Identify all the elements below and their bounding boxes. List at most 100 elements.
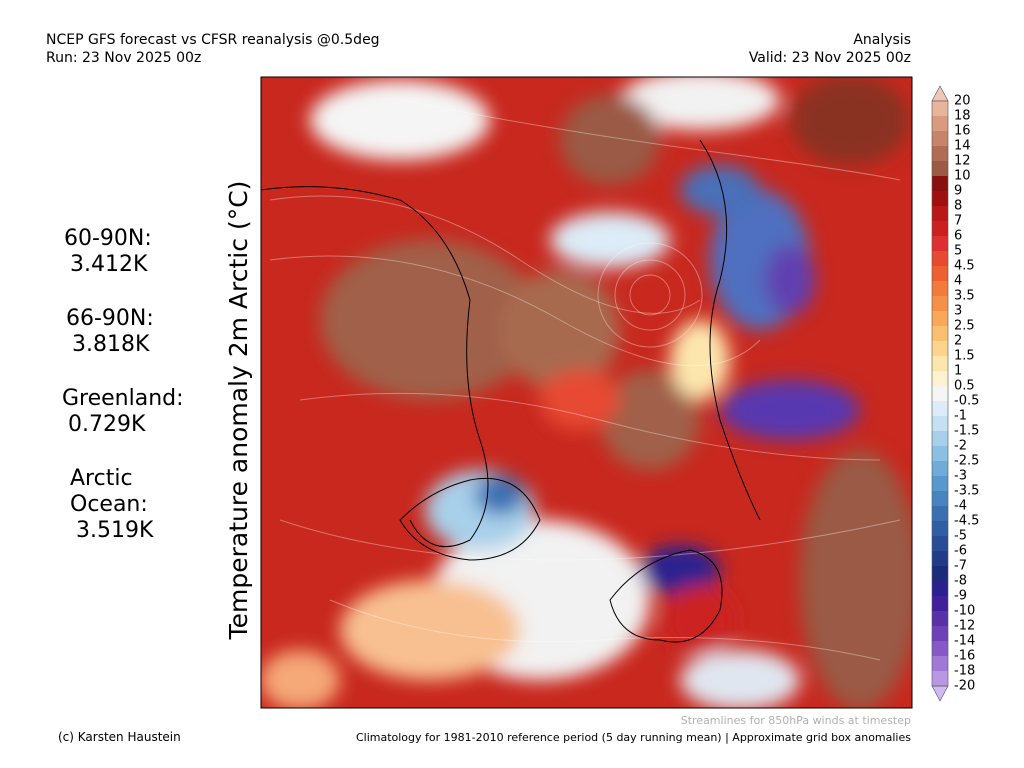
- colorbar-label: -14: [954, 634, 975, 649]
- stat-label: 66-90N:: [66, 306, 154, 331]
- colorbar-label: 0.5: [954, 379, 975, 394]
- colorbar-label: -2.5: [954, 454, 979, 469]
- valid: Valid: 23 Nov 2025 00z: [749, 50, 911, 66]
- stat-value: 3.519K: [76, 518, 154, 543]
- colorbar-label: 18: [954, 109, 971, 124]
- colorbar-band: [932, 386, 948, 401]
- title: NCEP GFS forecast vs CFSR reanalysis @0.…: [46, 32, 380, 48]
- colorbar-label: -5: [954, 529, 967, 544]
- colorbar-label: 3: [954, 304, 962, 319]
- colorbar-band: [932, 401, 948, 416]
- colorbar-label: 2: [954, 334, 962, 349]
- colorbar-band: [932, 311, 948, 326]
- colorbar-label: 3.5: [954, 289, 975, 304]
- colorbar-band: [932, 536, 948, 551]
- colorbar-band: [932, 251, 948, 266]
- colorbar-label: -9: [954, 589, 967, 604]
- stat-block: Greenland: 0.729K: [62, 386, 184, 438]
- colorbar-label: 9: [954, 184, 962, 199]
- colorbar-label: 12: [954, 154, 971, 169]
- colorbar-band: [932, 446, 948, 461]
- stat-block: Arctic Ocean: 3.519K: [70, 466, 153, 544]
- colorbar-band: [932, 461, 948, 476]
- colorbar-label: -7: [954, 559, 967, 574]
- colorbar-band: [932, 641, 948, 656]
- colorbar-label: 2.5: [954, 319, 975, 334]
- colorbar-band: [932, 101, 948, 116]
- colorbar-label: 5: [954, 244, 962, 259]
- stat-label: 60-90N:: [64, 226, 152, 251]
- colorbar-label: 6: [954, 229, 962, 244]
- colorbar-band: [932, 326, 948, 341]
- colorbar-label: -6: [954, 544, 967, 559]
- colorbar-band: [932, 626, 948, 641]
- stat-block: 66-90N: 3.818K: [66, 306, 154, 358]
- colorbar-label: 1: [954, 364, 962, 379]
- analysis: Analysis: [853, 32, 911, 48]
- colorbar-band: [932, 131, 948, 146]
- stat-label: Greenland:: [62, 386, 184, 411]
- colorbar-label: 16: [954, 124, 971, 139]
- colorbar-band: [932, 116, 948, 131]
- colorbar-label: 4.5: [954, 259, 975, 274]
- colorbar-label: 4: [954, 274, 962, 289]
- stat-label: Ocean:: [70, 492, 148, 517]
- colorbar-band: [932, 176, 948, 191]
- credit: (c) Karsten Haustein: [58, 730, 181, 744]
- colorbar-label: -3: [954, 469, 967, 484]
- colorbar-label: 20: [954, 94, 971, 109]
- colorbar-band: [932, 161, 948, 176]
- colorbar-label: -4.5: [954, 514, 979, 529]
- colorbar-band: [932, 671, 948, 686]
- colorbar-label: -10: [954, 604, 975, 619]
- climatology-note: Climatology for 1981-2010 reference peri…: [356, 731, 911, 744]
- colorbar: 201816141210987654.543.532.521.510.5-0.5…: [931, 85, 979, 702]
- colorbar-band: [932, 656, 948, 671]
- colorbar-band: [932, 341, 948, 356]
- run: Run: 23 Nov 2025 00z: [46, 50, 201, 66]
- map: [261, 77, 912, 708]
- colorbar-label: 1.5: [954, 349, 975, 364]
- colorbar-label: -3.5: [954, 484, 979, 499]
- colorbar-band: [932, 581, 948, 596]
- stat-value: 3.818K: [72, 332, 150, 357]
- colorbar-band: [932, 596, 948, 611]
- stat-block: 60-90N: 3.412K: [64, 226, 152, 278]
- colorbar-label: -0.5: [954, 394, 979, 409]
- colorbar-band: [932, 356, 948, 371]
- colorbar-cap: [931, 685, 949, 702]
- colorbar-label: -20: [954, 679, 975, 694]
- colorbar-band: [932, 521, 948, 536]
- colorbar-band: [932, 476, 948, 491]
- stat-value: 3.412K: [70, 252, 148, 277]
- colorbar-label: 8: [954, 199, 962, 214]
- colorbar-band: [932, 236, 948, 251]
- stat-label: Arctic: [70, 466, 133, 491]
- colorbar-band: [932, 506, 948, 521]
- colorbar-label: -8: [954, 574, 967, 589]
- colorbar-band: [932, 146, 948, 161]
- colorbar-label: -1.5: [954, 424, 979, 439]
- colorbar-band: [932, 221, 948, 236]
- axis-title: Temperature anomaly 2m Arctic (°C): [224, 181, 253, 641]
- colorbar-band: [932, 281, 948, 296]
- colorbar-label: -1: [954, 409, 967, 424]
- streamline-note: Streamlines for 850hPa winds at timestep: [681, 714, 911, 727]
- colorbar-frame: [931, 100, 949, 687]
- colorbar-label: -16: [954, 649, 975, 664]
- colorbar-band: [932, 191, 948, 206]
- map-frame: [260, 76, 913, 709]
- colorbar-label: -4: [954, 499, 967, 514]
- colorbar-band: [932, 206, 948, 221]
- colorbar-label: -12: [954, 619, 975, 634]
- colorbar-label: 7: [954, 214, 962, 229]
- colorbar-band: [932, 371, 948, 386]
- colorbar-band: [932, 566, 948, 581]
- colorbar-band: [932, 611, 948, 626]
- colorbar-label: 14: [954, 139, 971, 154]
- colorbar-cap: [931, 85, 949, 102]
- colorbar-label: -18: [954, 664, 975, 679]
- colorbar-band: [932, 551, 948, 566]
- colorbar-band: [932, 266, 948, 281]
